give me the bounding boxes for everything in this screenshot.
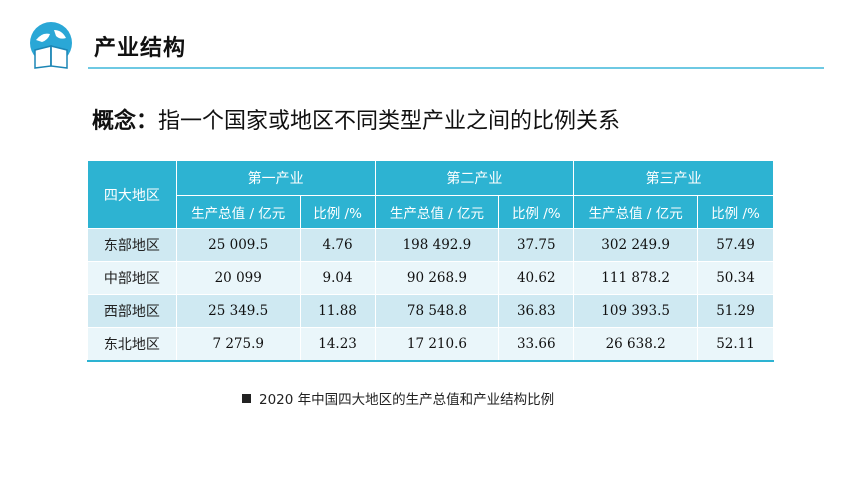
header-divider bbox=[88, 67, 824, 69]
table-cell: 17 210.6 bbox=[374, 327, 500, 362]
sub-header: 比例 /% bbox=[498, 195, 575, 229]
table-cell: 25 349.5 bbox=[175, 294, 301, 328]
table-cell: 4.76 bbox=[299, 228, 376, 262]
sub-header: 比例 /% bbox=[697, 195, 774, 229]
table-cell: 52.11 bbox=[697, 327, 774, 362]
table-cell: 302 249.9 bbox=[573, 228, 699, 262]
concept-colon: ： bbox=[136, 109, 159, 134]
table-row: 东部地区 25 009.5 4.76 198 492.9 37.75 302 2… bbox=[87, 228, 774, 262]
table-cell: 26 638.2 bbox=[573, 327, 699, 362]
page-title: 产业结构 bbox=[94, 36, 187, 61]
region-cell: 东北地区 bbox=[87, 327, 177, 362]
concept-line: 概念：指一个国家或地区不同类型产业之间的比例关系 bbox=[92, 103, 620, 135]
table-cell: 25 009.5 bbox=[175, 228, 301, 262]
concept-definition: 指一个国家或地区不同类型产业之间的比例关系 bbox=[158, 109, 621, 134]
table-cell: 11.88 bbox=[299, 294, 376, 328]
sub-header: 比例 /% bbox=[299, 195, 376, 229]
table-cell: 50.34 bbox=[697, 261, 774, 295]
globe-book-icon bbox=[30, 22, 72, 69]
industry-structure-table: 四大地区 第一产业 第二产业 第三产业 生产总值 / 亿元 比例 /% 生产总值… bbox=[87, 160, 774, 362]
table-cell: 51.29 bbox=[697, 294, 774, 328]
region-cell: 东部地区 bbox=[87, 228, 177, 262]
table-cell: 109 393.5 bbox=[573, 294, 699, 328]
table-row: 东北地区 7 275.9 14.23 17 210.6 33.66 26 638… bbox=[87, 327, 774, 362]
table-cell: 198 492.9 bbox=[374, 228, 500, 262]
table-cell: 57.49 bbox=[697, 228, 774, 262]
sub-header: 生产总值 / 亿元 bbox=[573, 195, 699, 229]
black-square-icon bbox=[242, 394, 251, 403]
table-cell: 40.62 bbox=[498, 261, 575, 295]
region-cell: 西部地区 bbox=[87, 294, 177, 328]
sub-header: 生产总值 / 亿元 bbox=[175, 195, 301, 229]
table-subheader-row: 生产总值 / 亿元 比例 /% 生产总值 / 亿元 比例 /% 生产总值 / 亿… bbox=[88, 195, 774, 229]
table-row: 中部地区 20 099 9.04 90 268.9 40.62 111 878.… bbox=[87, 261, 774, 295]
sub-header: 生产总值 / 亿元 bbox=[374, 195, 500, 229]
table-cell: 78 548.8 bbox=[374, 294, 500, 328]
group-header-secondary: 第二产业 bbox=[374, 160, 575, 196]
table-cell: 9.04 bbox=[299, 261, 376, 295]
table-cell: 36.83 bbox=[498, 294, 575, 328]
table-header-row: 四大地区 第一产业 第二产业 第三产业 bbox=[87, 160, 774, 229]
table-cell: 33.66 bbox=[498, 327, 575, 362]
caption-text: 2020 年中国四大地区的生产总值和产业结构比例 bbox=[259, 392, 555, 408]
concept-term: 概念 bbox=[92, 109, 137, 134]
table-cell: 111 878.2 bbox=[573, 261, 699, 295]
region-cell: 中部地区 bbox=[87, 261, 177, 295]
table-cell: 90 268.9 bbox=[374, 261, 500, 295]
table-cell: 7 275.9 bbox=[175, 327, 301, 362]
table-cell: 14.23 bbox=[299, 327, 376, 362]
table-cell: 37.75 bbox=[498, 228, 575, 262]
table-caption: 2020 年中国四大地区的生产总值和产业结构比例 bbox=[242, 388, 554, 408]
table-row: 西部地区 25 349.5 11.88 78 548.8 36.83 109 3… bbox=[87, 294, 774, 328]
corner-header: 四大地区 bbox=[87, 160, 177, 229]
group-header-tertiary: 第三产业 bbox=[573, 160, 774, 196]
group-header-primary: 第一产业 bbox=[175, 160, 376, 196]
page-header: 产业结构 bbox=[26, 20, 826, 70]
table-cell: 20 099 bbox=[175, 261, 301, 295]
